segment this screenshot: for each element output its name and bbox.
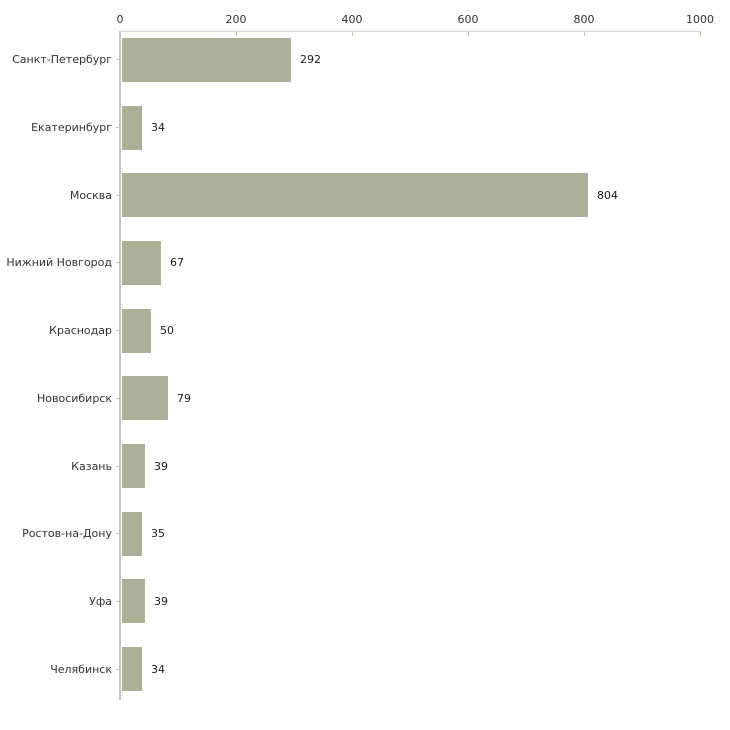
category-label: Екатеринбург — [31, 121, 112, 135]
bar-value-label: 35 — [151, 527, 165, 541]
bar — [122, 376, 168, 421]
x-axis-tick-label: 600 — [457, 13, 479, 26]
bar — [122, 511, 142, 556]
x-axis-line — [120, 31, 701, 32]
bar-value-label: 34 — [151, 662, 165, 676]
x-axis-tick-mark — [584, 32, 585, 36]
bar-value-label: 39 — [154, 594, 168, 608]
chart-row: Казань 39 — [0, 432, 730, 500]
y-axis-line — [119, 31, 121, 700]
bar — [122, 37, 291, 82]
bar-rows: Санкт-Петербург 292 Екатеринбург 34 Москва 80… — [0, 26, 730, 703]
chart-row: Новосибирск 79 — [0, 365, 730, 433]
bar-value-label: 292 — [300, 53, 321, 67]
bar — [122, 173, 588, 218]
category-label: Краснодар — [49, 324, 112, 338]
y-axis-tick-mark — [116, 59, 120, 61]
y-axis-tick-mark — [116, 194, 120, 196]
x-axis-tick-mark — [700, 32, 701, 36]
x-axis-tick-label: 800 — [573, 13, 595, 26]
bar-value-label: 34 — [151, 121, 165, 135]
bar-value-label: 39 — [154, 459, 168, 473]
category-label: Челябинск — [50, 662, 112, 676]
y-axis-tick-mark — [116, 330, 120, 332]
x-axis-tick-label: 200 — [225, 13, 247, 26]
category-label: Санкт-Петербург — [12, 53, 112, 67]
bar — [122, 444, 145, 489]
y-axis-tick-mark — [116, 127, 120, 129]
y-axis-tick-mark — [116, 533, 120, 535]
y-axis-tick-mark — [116, 465, 120, 467]
y-axis-tick-mark — [116, 600, 120, 602]
category-label: Ростов-на-Дону — [22, 527, 112, 541]
category-label: Уфа — [89, 594, 112, 608]
bar — [122, 240, 161, 285]
category-label: Новосибирск — [36, 391, 112, 405]
x-axis-tick-mark — [236, 32, 237, 36]
chart-row: Москва 804 — [0, 161, 730, 229]
chart-row: Краснодар 50 — [0, 297, 730, 365]
x-axis-tick-label: 400 — [341, 13, 363, 26]
chart-row: Ростов-на-Дону 35 — [0, 500, 730, 568]
x-axis-tick-mark — [352, 32, 353, 36]
bar-value-label: 67 — [170, 256, 184, 270]
y-axis-tick-mark — [116, 397, 120, 399]
category-label: Казань — [71, 459, 112, 473]
x-axis-tick-mark — [468, 32, 469, 36]
bar — [122, 308, 151, 353]
chart-row: Нижний Новгород 67 — [0, 229, 730, 297]
bar-value-label: 804 — [597, 188, 618, 202]
bar-value-label: 79 — [177, 391, 191, 405]
bar — [122, 105, 142, 150]
x-axis-tick-label: 1000 — [686, 13, 714, 26]
y-axis-tick-mark — [116, 668, 120, 670]
bar — [122, 647, 142, 692]
x-axis-tick-label: 0 — [116, 13, 124, 26]
chart-row: Санкт-Петербург 292 — [0, 26, 730, 94]
chart-row: Челябинск 34 — [0, 635, 730, 703]
category-label: Москва — [69, 188, 112, 202]
chart-row: Уфа 39 — [0, 568, 730, 636]
bar-value-label: 50 — [160, 324, 174, 338]
bar — [122, 579, 145, 624]
y-axis-tick-mark — [116, 262, 120, 264]
category-label: Нижний Новгород — [6, 256, 112, 270]
chart-row: Екатеринбург 34 — [0, 94, 730, 162]
